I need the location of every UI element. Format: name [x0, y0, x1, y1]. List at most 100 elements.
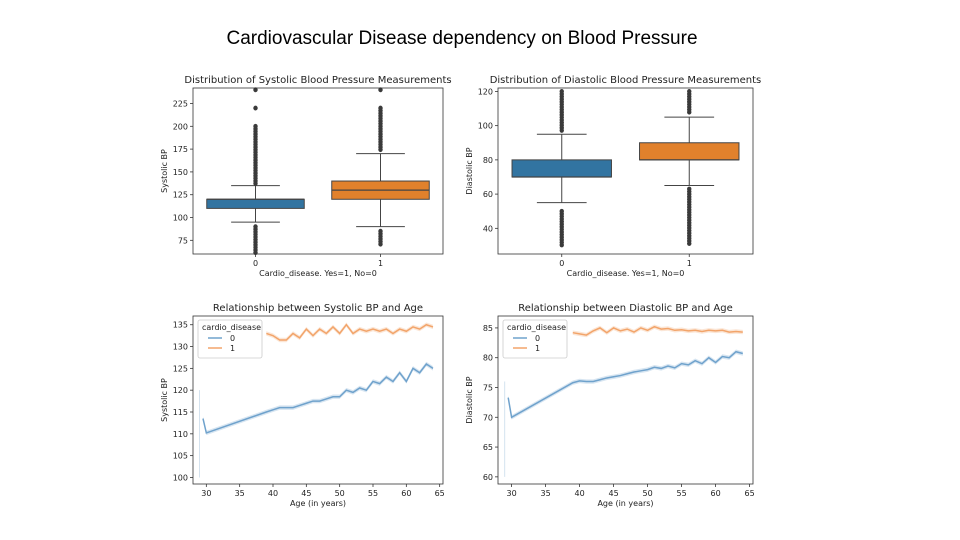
- chart-title: Distribution of Diastolic Blood Pressure…: [490, 75, 762, 86]
- x-tick-label: 60: [401, 489, 411, 498]
- y-tick-label: 60: [483, 473, 493, 482]
- legend-label: 1: [535, 344, 540, 353]
- x-tick-label: 65: [745, 489, 755, 498]
- legend-label: 1: [230, 344, 235, 353]
- box-1: [639, 89, 740, 246]
- x-tick-label: 40: [575, 489, 585, 498]
- x-tick-label: 50: [335, 489, 345, 498]
- x-tick-label: 60: [711, 489, 721, 498]
- plot-frame: [192, 315, 444, 485]
- x-tick-label: 35: [541, 489, 551, 498]
- plot-frame: [497, 315, 754, 485]
- series-line: [202, 362, 434, 434]
- outliers-low: [687, 186, 692, 246]
- series-0: [507, 349, 743, 420]
- outlier-point: [378, 147, 383, 153]
- x-tick-label: 0: [559, 259, 564, 268]
- outliers-high: [378, 105, 383, 153]
- iqr-box: [511, 159, 612, 178]
- y-tick-label: 40: [483, 224, 493, 233]
- chart-title: Relationship between Diastolic BP and Ag…: [518, 303, 732, 314]
- y-tick-label: 100: [478, 122, 493, 131]
- chart-1: Distribution of Systolic Blood Pressure …: [160, 75, 452, 278]
- x-tick-label: 45: [609, 489, 619, 498]
- y-axis-label: Diastolic BP: [465, 376, 474, 423]
- x-tick-label: 0: [253, 259, 258, 268]
- x-axis-label: Cardio_disease. Yes=1, No=0: [567, 269, 685, 278]
- x-tick-label: 30: [201, 489, 211, 498]
- series-1: [572, 324, 743, 338]
- confidence-band: [508, 349, 743, 420]
- outliers-high: [687, 89, 692, 115]
- x-tick-label: 45: [301, 489, 311, 498]
- y-tick-label: 105: [173, 452, 188, 461]
- outliers-high: [559, 89, 564, 133]
- y-tick-label: 135: [173, 321, 188, 330]
- x-tick-label: 55: [368, 489, 378, 498]
- box-1: [331, 87, 430, 247]
- y-tick-label: 100: [173, 473, 188, 482]
- y-tick-label: 225: [173, 100, 188, 109]
- outliers-low: [559, 208, 564, 248]
- y-tick-label: 120: [173, 386, 188, 395]
- box-0: [511, 89, 612, 248]
- y-tick-label: 115: [173, 408, 188, 417]
- y-tick-label: 125: [173, 364, 188, 373]
- chart-3: Relationship between Systolic BP and Age…: [160, 303, 445, 508]
- series-1: [266, 322, 434, 343]
- outlier-point: [378, 87, 383, 93]
- outliers-low: [378, 228, 383, 247]
- y-tick-label: 150: [173, 168, 188, 177]
- series-line: [266, 323, 434, 341]
- x-tick-label: 55: [677, 489, 687, 498]
- chart-4: Relationship between Diastolic BP and Ag…: [465, 303, 755, 508]
- outlier-point: [559, 128, 564, 133]
- y-tick-label: 70: [483, 413, 493, 422]
- confidence-band: [572, 324, 743, 338]
- chart-title: Distribution of Systolic Blood Pressure …: [184, 75, 451, 86]
- y-tick-label: 75: [178, 236, 188, 245]
- outlier-point: [253, 181, 258, 186]
- legend: cardio_disease 01: [197, 319, 263, 359]
- y-tick-label: 200: [173, 122, 188, 131]
- y-tick-label: 110: [173, 430, 188, 439]
- x-axis-label: Age (in years): [597, 499, 653, 508]
- outlier-point: [253, 105, 258, 111]
- y-axis-label: Systolic BP: [160, 149, 169, 193]
- slide-title: Cardiovascular Disease dependency on Blo…: [226, 28, 698, 49]
- y-tick-label: 175: [173, 145, 188, 154]
- x-tick-label: 50: [643, 489, 653, 498]
- series-line: [507, 350, 743, 419]
- x-tick-label: 1: [378, 259, 383, 268]
- outliers-low: [253, 224, 258, 256]
- series-0: [202, 361, 434, 436]
- y-axis-label: Diastolic BP: [465, 147, 474, 194]
- x-tick-label: 1: [687, 259, 692, 268]
- confidence-band: [203, 361, 433, 436]
- y-tick-label: 85: [483, 324, 493, 333]
- legend-label: 0: [230, 334, 235, 343]
- chart-2: Distribution of Diastolic Blood Pressure…: [465, 75, 761, 278]
- y-tick-label: 100: [173, 214, 188, 223]
- legend: cardio_disease 01: [502, 319, 568, 359]
- outlier-point: [687, 109, 692, 115]
- chart-title: Relationship between Systolic BP and Age: [213, 303, 423, 314]
- x-tick-label: 40: [268, 489, 278, 498]
- x-tick-label: 65: [435, 489, 445, 498]
- outlier-point: [378, 241, 383, 247]
- x-axis-label: Age (in years): [290, 499, 346, 508]
- y-axis-label: Systolic BP: [160, 378, 169, 422]
- legend-label: 0: [535, 334, 540, 343]
- y-tick-label: 75: [483, 383, 493, 392]
- y-tick-label: 80: [483, 156, 493, 165]
- y-tick-label: 80: [483, 354, 493, 363]
- outlier-point: [559, 242, 564, 248]
- legend-title: cardio_disease: [202, 323, 261, 332]
- y-tick-label: 65: [483, 443, 493, 452]
- legend-title: cardio_disease: [507, 323, 566, 332]
- y-tick-label: 130: [173, 343, 188, 352]
- series-line: [572, 325, 743, 336]
- plot-frame: [497, 87, 754, 255]
- y-tick-label: 125: [173, 191, 188, 200]
